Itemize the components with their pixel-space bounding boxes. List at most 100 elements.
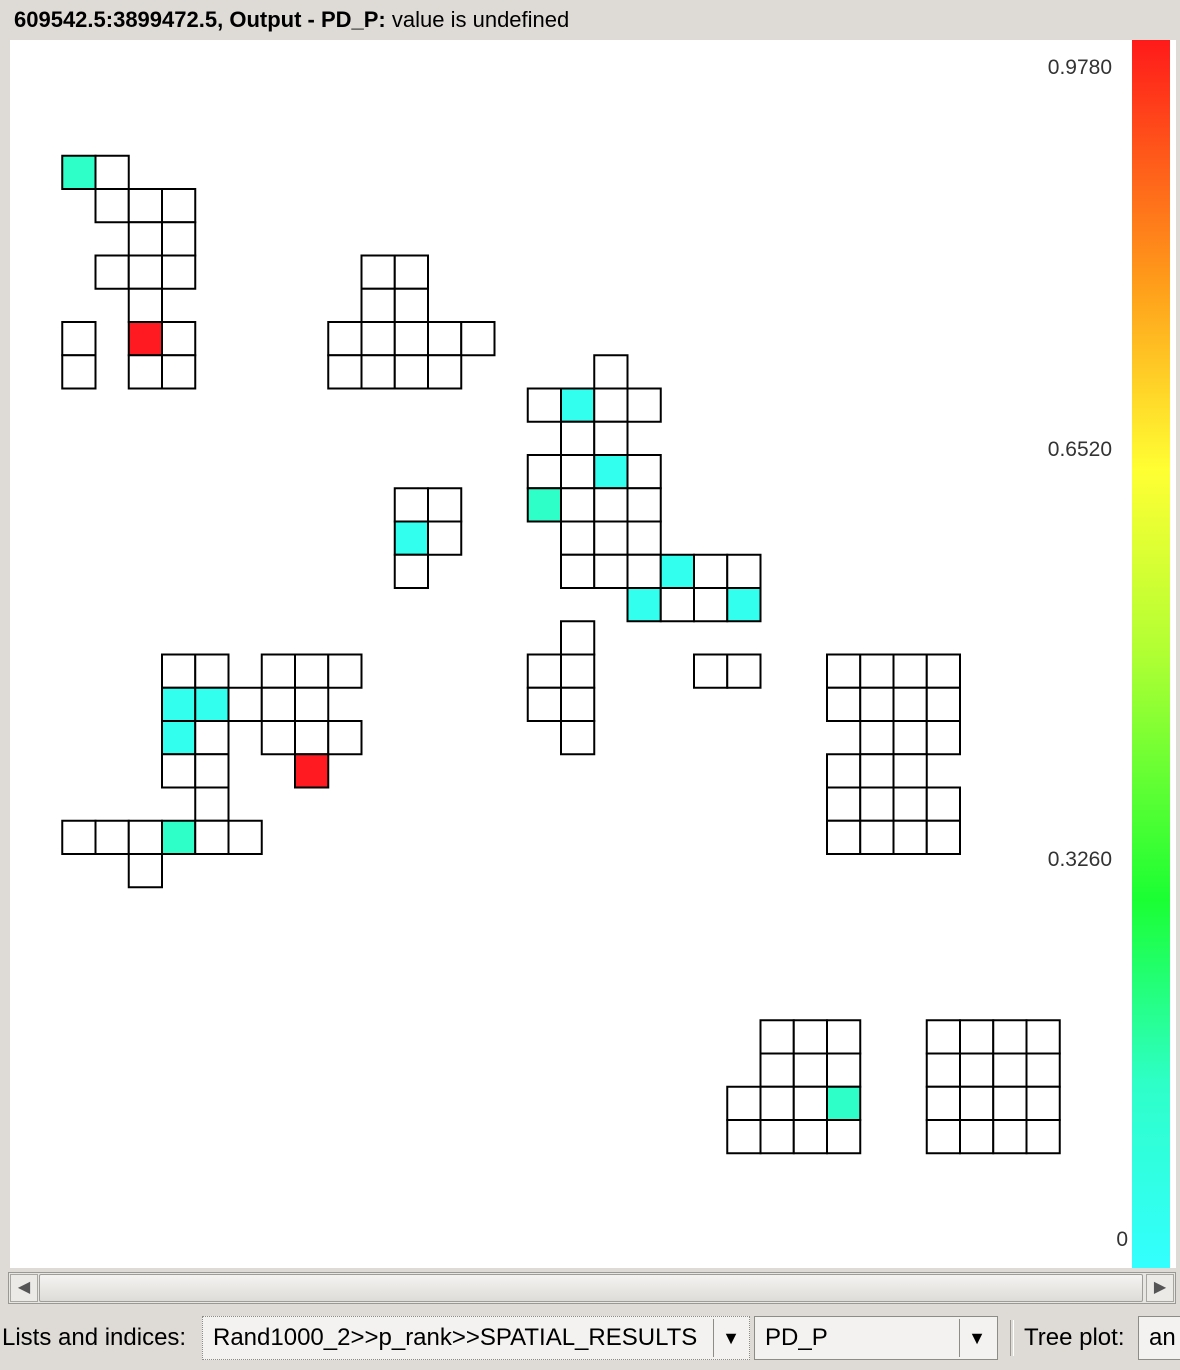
- grid-cell[interactable]: [294, 753, 330, 789]
- grid-cell[interactable]: [227, 819, 263, 855]
- grid-cell[interactable]: [892, 653, 928, 689]
- grid-cell[interactable]: [393, 287, 429, 323]
- grid-cell[interactable]: [859, 720, 895, 756]
- grid-cell[interactable]: [726, 653, 762, 689]
- grid-cell[interactable]: [560, 686, 596, 722]
- grid-cell[interactable]: [925, 1085, 961, 1121]
- grid-cell[interactable]: [1025, 1085, 1061, 1121]
- grid-cell[interactable]: [859, 753, 895, 789]
- grid-cell[interactable]: [161, 321, 197, 357]
- grid-cell[interactable]: [992, 1085, 1028, 1121]
- grid-cell[interactable]: [992, 1052, 1028, 1088]
- grid-cell[interactable]: [959, 1119, 995, 1155]
- grid-cell[interactable]: [859, 686, 895, 722]
- grid-cell[interactable]: [161, 254, 197, 290]
- grid-cell[interactable]: [327, 354, 363, 390]
- grid-cell[interactable]: [925, 1052, 961, 1088]
- grid-cell[interactable]: [127, 819, 163, 855]
- grid-cell[interactable]: [260, 720, 296, 756]
- grid-cell[interactable]: [393, 553, 429, 589]
- grid-cell[interactable]: [659, 553, 695, 589]
- grid-cell[interactable]: [360, 254, 396, 290]
- grid-cell[interactable]: [127, 853, 163, 889]
- grid-cell[interactable]: [560, 420, 596, 456]
- grid-cell[interactable]: [726, 587, 762, 623]
- tree-plot-select[interactable]: an: [1138, 1316, 1180, 1360]
- grid-cell[interactable]: [959, 1085, 995, 1121]
- grid-cell[interactable]: [925, 819, 961, 855]
- grid-cell[interactable]: [726, 1119, 762, 1155]
- grid-cell[interactable]: [560, 454, 596, 490]
- grid-cell[interactable]: [626, 454, 662, 490]
- grid-cell[interactable]: [759, 1085, 795, 1121]
- grid-cell[interactable]: [327, 720, 363, 756]
- grid-cell[interactable]: [427, 487, 463, 523]
- grid-cell[interactable]: [792, 1052, 828, 1088]
- chevron-down-icon[interactable]: ▼: [713, 1319, 748, 1357]
- grid-cell[interactable]: [925, 786, 961, 822]
- grid-cell[interactable]: [826, 1085, 862, 1121]
- grid-cell[interactable]: [393, 254, 429, 290]
- grid-cell[interactable]: [826, 1119, 862, 1155]
- grid-cell[interactable]: [892, 720, 928, 756]
- grid-cell[interactable]: [194, 819, 230, 855]
- grid-cell[interactable]: [593, 387, 629, 423]
- grid-cell[interactable]: [127, 287, 163, 323]
- grid-cell[interactable]: [693, 553, 729, 589]
- grid-cell[interactable]: [360, 321, 396, 357]
- grid-cell[interactable]: [393, 321, 429, 357]
- grid-cell[interactable]: [792, 1119, 828, 1155]
- grid-cell[interactable]: [260, 686, 296, 722]
- grid-cell[interactable]: [626, 487, 662, 523]
- grid-cell[interactable]: [859, 653, 895, 689]
- grid-cell[interactable]: [393, 487, 429, 523]
- horizontal-scrollbar[interactable]: ◀ ▶: [8, 1272, 1176, 1304]
- grid-cell[interactable]: [593, 454, 629, 490]
- grid-cell[interactable]: [560, 520, 596, 556]
- grid-cell[interactable]: [959, 1019, 995, 1055]
- scroll-right-icon[interactable]: ▶: [1146, 1274, 1174, 1302]
- grid-cell[interactable]: [327, 321, 363, 357]
- grid-cell[interactable]: [892, 786, 928, 822]
- grid-cell[interactable]: [626, 520, 662, 556]
- grid-cell[interactable]: [726, 1085, 762, 1121]
- grid-cell[interactable]: [826, 819, 862, 855]
- grid-cell[interactable]: [959, 1052, 995, 1088]
- grid-cell[interactable]: [593, 354, 629, 390]
- grid-cell[interactable]: [327, 653, 363, 689]
- grid-cell[interactable]: [526, 487, 562, 523]
- grid-cell[interactable]: [127, 254, 163, 290]
- grid-cell[interactable]: [294, 686, 330, 722]
- grid-cell[interactable]: [526, 387, 562, 423]
- map-canvas[interactable]: [10, 40, 1176, 1268]
- list-select[interactable]: Rand1000_2>>p_rank>>SPATIAL_RESULTS ▼: [202, 1316, 750, 1360]
- grid-cell[interactable]: [360, 354, 396, 390]
- grid-cell[interactable]: [460, 321, 496, 357]
- grid-cell[interactable]: [61, 321, 97, 357]
- grid-cell[interactable]: [427, 520, 463, 556]
- grid-cell[interactable]: [626, 387, 662, 423]
- grid-cell[interactable]: [127, 221, 163, 257]
- grid-cell[interactable]: [925, 1019, 961, 1055]
- grid-cell[interactable]: [593, 520, 629, 556]
- grid-cell[interactable]: [759, 1019, 795, 1055]
- grid-cell[interactable]: [560, 720, 596, 756]
- grid-cell[interactable]: [127, 321, 163, 357]
- grid-cell[interactable]: [161, 354, 197, 390]
- grid-cell[interactable]: [393, 520, 429, 556]
- grid-cell[interactable]: [826, 686, 862, 722]
- grid-cell[interactable]: [759, 1119, 795, 1155]
- grid-cells[interactable]: [61, 154, 1061, 1155]
- grid-cell[interactable]: [161, 653, 197, 689]
- grid-cell[interactable]: [1025, 1019, 1061, 1055]
- grid-cell[interactable]: [560, 487, 596, 523]
- grid-cell[interactable]: [759, 1052, 795, 1088]
- grid-cell[interactable]: [560, 387, 596, 423]
- grid-cell[interactable]: [294, 720, 330, 756]
- grid-cell[interactable]: [626, 587, 662, 623]
- grid-cell[interactable]: [94, 819, 130, 855]
- grid-cell[interactable]: [127, 354, 163, 390]
- grid-cell[interactable]: [1025, 1052, 1061, 1088]
- grid-cell[interactable]: [294, 653, 330, 689]
- grid-cell[interactable]: [427, 354, 463, 390]
